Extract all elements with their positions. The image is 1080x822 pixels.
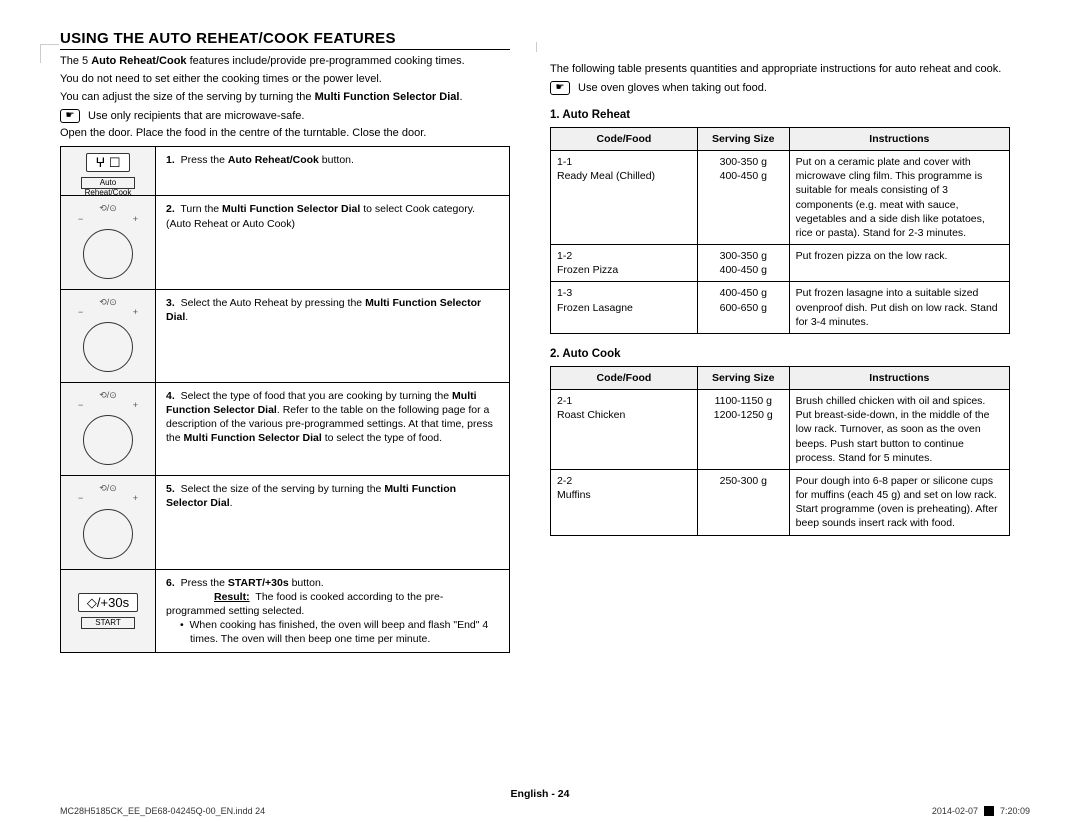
intro-line-2: You do not need to set either the cookin… (60, 72, 510, 87)
step-text-cell: 6. Press the START/+30s button.Result: T… (156, 569, 510, 653)
auto-reheat-button-icon: ⵖ ☐ (86, 153, 129, 172)
dial-icon (83, 509, 133, 559)
dial-icon (83, 322, 133, 372)
crop-mark (40, 44, 59, 63)
steps-table: ⵖ ☐Auto Reheat/Cook1. Press the Auto Reh… (60, 146, 510, 653)
step-text-cell: 3. Select the Auto Reheat by pressing th… (156, 289, 510, 382)
step-text-cell: 2. Turn the Multi Function Selector Dial… (156, 196, 510, 289)
step-icon-cell: ⵖ ☐Auto Reheat/Cook (61, 147, 156, 196)
right-intro: The following table presents quantities … (550, 62, 1010, 77)
table-row: 2-2Muffins250-300 gPour dough into 6-8 p… (551, 469, 1010, 535)
footer-date: 2014-02-07 7:20:09 (932, 806, 1030, 816)
table-row: 2-1Roast Chicken1100-1150 g1200-1250 gBr… (551, 390, 1010, 470)
step-icon-cell: ◇/+30sSTART (61, 569, 156, 653)
auto-reheat-heading: 1. Auto Reheat (550, 109, 1010, 121)
table-header: Code/Food (551, 366, 698, 389)
auto-reheat-table: Code/FoodServing SizeInstructions 1-1Rea… (550, 127, 1010, 334)
registration-mark-icon (984, 806, 994, 816)
step-icon-cell: ⟲/⊙−+ (61, 476, 156, 569)
step-text-cell: 1. Press the Auto Reheat/Cook button. (156, 147, 510, 196)
hand-icon (550, 81, 570, 95)
intro-line-3: You can adjust the size of the serving b… (60, 90, 510, 105)
step-icon-cell: ⟲/⊙−+ (61, 196, 156, 289)
page-footer: English - 24 (0, 788, 1080, 800)
table-row: 1-3Frozen Lasagne400-450 g600-650 gPut f… (551, 282, 1010, 334)
step-text-cell: 5. Select the size of the serving by tur… (156, 476, 510, 569)
table-row: 1-1Ready Meal (Chilled)300-350 g400-450 … (551, 151, 1010, 245)
note-oven-gloves: Use oven gloves when taking out food. (550, 81, 1010, 95)
dial-icon (83, 415, 133, 465)
step-text-cell: 4. Select the type of food that you are … (156, 382, 510, 475)
section-title: USING THE AUTO REHEAT/COOK FEATURES (60, 30, 510, 50)
open-door-instruction: Open the door. Place the food in the cen… (60, 126, 510, 141)
auto-cook-heading: 2. Auto Cook (550, 348, 1010, 360)
table-header: Serving Size (697, 127, 789, 150)
table-header: Instructions (789, 127, 1009, 150)
left-column: USING THE AUTO REHEAT/COOK FEATURES The … (60, 30, 510, 653)
step-icon-cell: ⟲/⊙−+ (61, 289, 156, 382)
dial-icon (83, 229, 133, 279)
hand-icon (60, 109, 80, 123)
step-icon-cell: ⟲/⊙−+ (61, 382, 156, 475)
start-button-icon: ◇/+30s (78, 593, 138, 612)
table-header: Instructions (789, 366, 1009, 389)
table-row: 1-2Frozen Pizza300-350 g400-450 gPut fro… (551, 245, 1010, 282)
intro-line-1: The 5 Auto Reheat/Cook features include/… (60, 54, 510, 69)
right-column: The following table presents quantities … (550, 30, 1010, 653)
note-microwave-safe: Use only recipients that are microwave-s… (60, 109, 510, 123)
table-header: Serving Size (697, 366, 789, 389)
auto-cook-table: Code/FoodServing SizeInstructions 2-1Roa… (550, 366, 1010, 536)
table-header: Code/Food (551, 127, 698, 150)
page-content: USING THE AUTO REHEAT/COOK FEATURES The … (60, 30, 1030, 653)
footer-file: MC28H5185CK_EE_DE68-04245Q-00_EN.indd 24 (60, 806, 265, 816)
